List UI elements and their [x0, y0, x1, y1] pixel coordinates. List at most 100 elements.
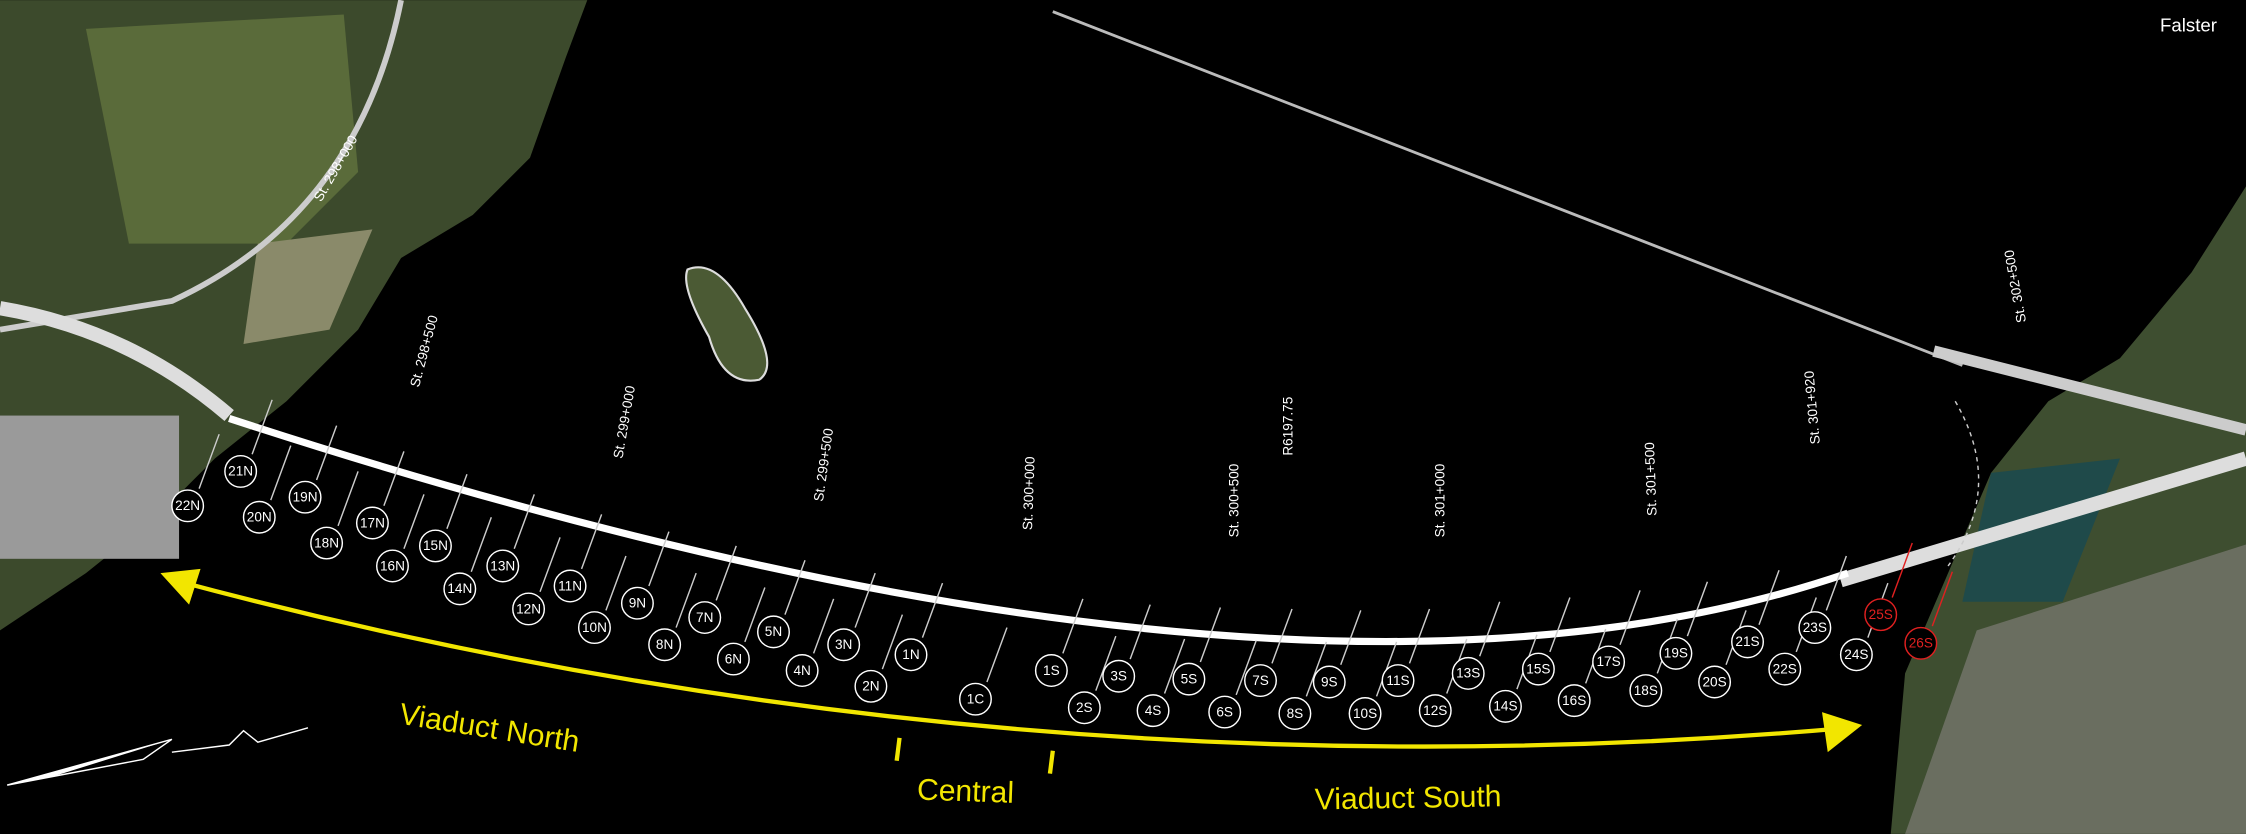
- pier: 9N: [620, 586, 654, 620]
- pier-circle: [1698, 665, 1732, 699]
- pier-line: [1931, 571, 1954, 627]
- pier-line: [1619, 590, 1641, 645]
- arrow-head: [160, 568, 201, 605]
- pier-label: 8S: [1287, 706, 1304, 721]
- pier-circle: [1839, 638, 1873, 672]
- pier-circle: [355, 506, 389, 540]
- station-label: St. 301+500: [1642, 442, 1660, 517]
- pier-label: 12N: [516, 601, 541, 616]
- approach: [1932, 345, 2246, 436]
- pier: 16S: [1557, 684, 1591, 718]
- pier-line: [513, 494, 535, 550]
- pier-line: [383, 451, 405, 507]
- pier-label: 1S: [1043, 663, 1060, 678]
- pier-label: 25S: [1869, 607, 1893, 622]
- pier-circle: [1629, 674, 1663, 708]
- pier-circle: [310, 526, 344, 560]
- pier-line: [881, 614, 904, 670]
- pier-line: [1686, 581, 1709, 637]
- pier-line: [1340, 610, 1362, 666]
- town: [1905, 544, 2246, 834]
- pier: 22N: [171, 489, 205, 523]
- pier-line: [854, 572, 876, 628]
- pier: 7S: [1244, 664, 1277, 698]
- pier-circle: [1592, 645, 1626, 679]
- pier-label: 12S: [1423, 703, 1447, 718]
- pier: 17N: [355, 506, 389, 540]
- buildings: [0, 415, 180, 559]
- pier: 11N: [553, 569, 587, 603]
- pier-circle: [1172, 662, 1206, 696]
- pier-line: [1305, 641, 1328, 697]
- pier-line: [986, 627, 1008, 683]
- pier-line: [446, 474, 468, 529]
- pier-circle: [443, 572, 477, 606]
- pier-line: [784, 559, 806, 615]
- pier: 23S: [1798, 611, 1832, 645]
- pier-label: 3S: [1110, 669, 1127, 684]
- station-label: St. 300+500: [1226, 463, 1241, 537]
- pier-line: [270, 445, 292, 501]
- pier: 26S: [1904, 626, 1938, 660]
- pier-line: [1235, 640, 1257, 696]
- pier: 25S: [1864, 598, 1898, 632]
- pier-line: [539, 537, 561, 593]
- pier: 12N: [512, 592, 546, 626]
- pier-label: 16S: [1562, 693, 1586, 708]
- pier-circle: [1451, 656, 1485, 690]
- pier-circle: [171, 489, 205, 523]
- island: [685, 266, 769, 382]
- pier-circle: [1208, 695, 1242, 729]
- pier-circle: [1521, 652, 1555, 686]
- pier-line: [1758, 570, 1780, 625]
- pier: 5N: [757, 615, 790, 649]
- pier-circle: [512, 592, 546, 626]
- field: [85, 14, 359, 244]
- section-label: Central: [916, 773, 1014, 809]
- pier: 7N: [688, 601, 722, 635]
- pier-label: 10N: [582, 620, 607, 635]
- pier: 13N: [486, 549, 520, 583]
- pier: 6N: [716, 642, 750, 676]
- pier-circle: [1418, 694, 1452, 728]
- section-tick: [1047, 750, 1055, 774]
- pier-circle: [1136, 694, 1170, 728]
- pier: 10N: [577, 611, 611, 645]
- pier: 3N: [827, 628, 861, 662]
- pier-circle: [1102, 659, 1136, 693]
- pier: 14S: [1488, 689, 1522, 723]
- pier-label: 6N: [725, 651, 742, 666]
- pier-line: [1549, 597, 1571, 653]
- pier-line: [1825, 555, 1848, 611]
- pier-label: 4S: [1145, 703, 1162, 718]
- pier-line: [251, 399, 273, 455]
- pier: 1N: [894, 638, 928, 672]
- pier-label: 11N: [558, 578, 582, 593]
- pier-circle: [620, 586, 654, 620]
- pier-circle: [553, 569, 587, 603]
- pier: 20S: [1698, 665, 1732, 699]
- pier-line: [1163, 638, 1186, 694]
- pier-circle: [1034, 654, 1068, 688]
- pier-circle: [288, 480, 322, 514]
- pier-line: [1199, 607, 1222, 663]
- station-label: St. 301+000: [1433, 463, 1448, 537]
- alignment: [1947, 400, 1980, 567]
- north-arrow: [171, 727, 309, 753]
- pier-label: 22N: [175, 498, 200, 513]
- pier: 22S: [1768, 652, 1802, 686]
- pier-circle: [827, 628, 861, 662]
- pier-label: 9N: [629, 596, 646, 611]
- pier-label: 18S: [1634, 683, 1658, 698]
- pier-label: 17N: [360, 515, 385, 530]
- pier-circle: [648, 628, 682, 662]
- pier-circle: [1659, 636, 1693, 670]
- pier: 19S: [1659, 636, 1693, 670]
- pier-circle: [486, 549, 520, 583]
- pier-label: 13N: [490, 558, 515, 573]
- pier-line: [198, 433, 220, 489]
- pier: 6S: [1208, 695, 1242, 729]
- pier: 18N: [310, 526, 344, 560]
- pier-label: 14N: [447, 581, 472, 596]
- place-label: Falster: [2160, 15, 2217, 36]
